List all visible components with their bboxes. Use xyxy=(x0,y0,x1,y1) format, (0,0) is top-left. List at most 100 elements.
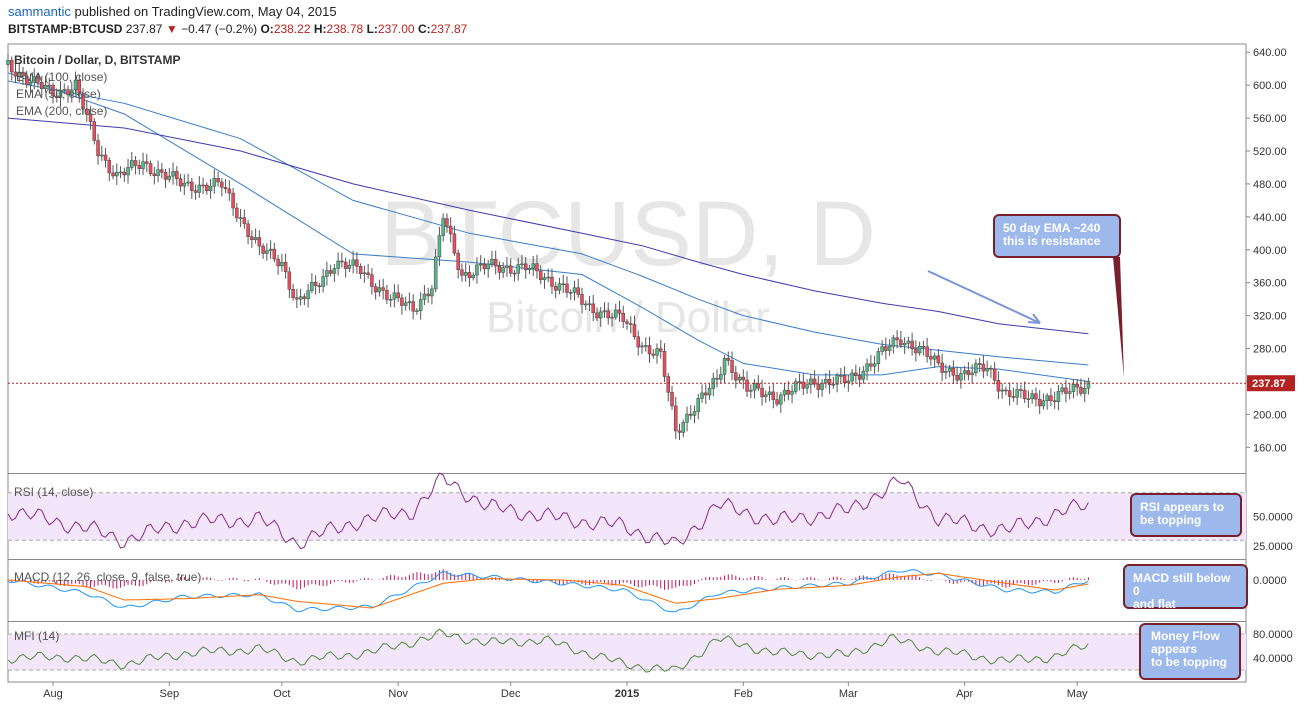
ema-line xyxy=(7,80,1089,366)
candle-body xyxy=(767,391,772,396)
candle-body xyxy=(985,367,989,372)
ema-resistance-note[interactable]: 50 day EMA ~240 this is resistance xyxy=(993,214,1121,258)
candle-body xyxy=(156,169,160,177)
note-pointer xyxy=(1113,257,1124,378)
candle-body xyxy=(917,345,922,354)
candle-body xyxy=(726,358,731,361)
candle-body xyxy=(88,113,93,122)
candle-body xyxy=(1082,387,1087,394)
x-tick-label: Aug xyxy=(43,688,63,700)
low-value: 237.00 xyxy=(377,22,415,36)
x-tick-label: Dec xyxy=(501,688,521,700)
candle-body xyxy=(261,245,265,254)
candle-body xyxy=(910,340,914,350)
mfi-note[interactable]: Money Flow appears to be topping xyxy=(1139,623,1241,680)
candle-body xyxy=(497,265,502,273)
candle-body xyxy=(430,288,434,297)
candle-body xyxy=(752,383,757,391)
signal-line xyxy=(7,572,1089,609)
candle-body xyxy=(775,399,779,405)
candle-body xyxy=(340,260,344,263)
candle-body xyxy=(178,178,183,187)
y-tick-label: 480.00 xyxy=(1253,179,1287,191)
candle-body xyxy=(914,348,918,354)
candle-body xyxy=(583,303,588,306)
candle-body xyxy=(193,190,198,193)
candle-body xyxy=(1064,387,1068,394)
down-arrow-icon: ▼ xyxy=(165,22,178,36)
candle-body xyxy=(692,411,697,416)
candle-body xyxy=(827,378,832,386)
candle-body xyxy=(685,413,689,423)
rsi-band xyxy=(8,492,1246,541)
y-tick-label: 360.00 xyxy=(1253,278,1287,290)
macd-note[interactable]: MACD still below 0 and flat xyxy=(1123,564,1248,611)
candle-body xyxy=(790,391,794,395)
x-tick-label: Oct xyxy=(273,688,290,700)
rsi-note-line2: be topping xyxy=(1140,513,1202,527)
high-label: H: xyxy=(313,22,327,36)
candle-body xyxy=(133,160,138,166)
author-link[interactable]: sammantic xyxy=(8,4,71,19)
candle-body xyxy=(302,296,307,299)
symbol[interactable]: BITSTAMP:BTCUSD xyxy=(8,22,123,36)
candle-body xyxy=(872,363,877,367)
candle-body xyxy=(175,171,179,179)
candle-body xyxy=(1034,393,1038,400)
candle-body xyxy=(625,321,629,324)
candle-body xyxy=(47,84,52,87)
candle-body xyxy=(486,263,490,270)
candle-body xyxy=(343,261,348,269)
candle-body xyxy=(216,178,220,183)
candle-body xyxy=(809,378,813,385)
candle-body xyxy=(467,272,472,279)
candle-body xyxy=(1000,389,1004,392)
candle-body xyxy=(786,389,791,395)
mfi-line xyxy=(7,628,1089,673)
y-tick-label: 440.00 xyxy=(1253,212,1287,224)
candle-body xyxy=(580,294,584,305)
candle-body xyxy=(820,382,824,390)
rsi-note[interactable]: RSI appears to be topping xyxy=(1130,493,1242,537)
candle-body xyxy=(865,363,869,372)
candle-body xyxy=(662,351,667,377)
candle-body xyxy=(385,290,389,300)
close-label: C: xyxy=(417,22,431,36)
candle-body xyxy=(505,265,509,268)
candle-body xyxy=(696,398,701,412)
candle-body xyxy=(598,311,603,319)
candle-body xyxy=(265,250,269,254)
candle-body xyxy=(328,270,333,274)
y-tick-label: 160.00 xyxy=(1253,442,1287,454)
candle-body xyxy=(1004,389,1008,392)
candle-body xyxy=(392,292,397,300)
candle-body xyxy=(902,343,907,346)
candle-body xyxy=(242,217,247,225)
macd-title: MACD (12, 26, close, 9, false, true) xyxy=(14,570,201,584)
candle-body xyxy=(1041,400,1046,407)
candle-body xyxy=(1071,383,1076,392)
x-tick-label: Apr xyxy=(956,688,973,700)
candle-body xyxy=(876,351,881,364)
candle-body xyxy=(55,95,59,98)
candle-body xyxy=(212,178,217,187)
candle-body xyxy=(130,160,134,168)
candle-body xyxy=(835,375,839,385)
candle-body xyxy=(441,218,445,236)
candle-body xyxy=(1045,395,1049,402)
candle-body xyxy=(347,264,352,269)
candle-body xyxy=(32,76,37,83)
candle-body xyxy=(737,376,742,381)
candle-body xyxy=(520,263,524,266)
candle-body xyxy=(43,84,48,90)
candle-body xyxy=(568,292,573,294)
candle-body xyxy=(96,140,100,156)
candle-body xyxy=(51,84,55,97)
rsi-tick-label: 50.0000 xyxy=(1253,512,1293,524)
candle-body xyxy=(197,184,202,193)
candle-body xyxy=(373,286,378,293)
candle-body xyxy=(535,263,539,272)
candle-body xyxy=(531,263,535,269)
candle-body xyxy=(167,175,172,180)
